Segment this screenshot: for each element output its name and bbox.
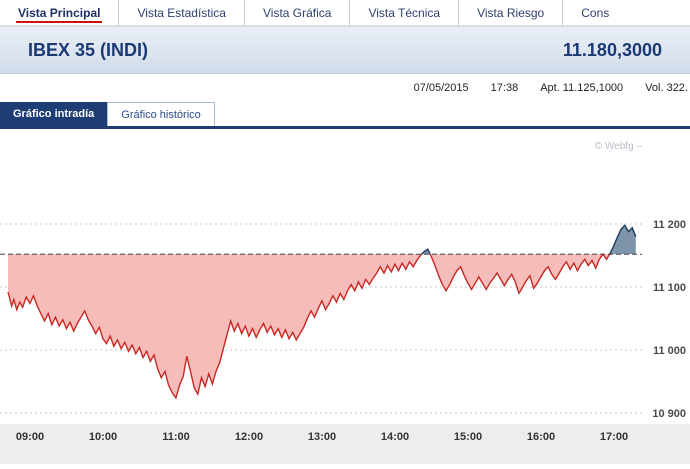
nav-label: Cons bbox=[581, 5, 610, 20]
x-axis-label: 11:00 bbox=[162, 431, 190, 443]
quote-info-bar: 07/05/2015 17:38 Apt. 11.125,1000 Vol. 3… bbox=[0, 74, 690, 102]
nav-label: Vista Estadística bbox=[137, 5, 226, 20]
x-axis-strip bbox=[0, 424, 690, 464]
nav-item-vista-principal[interactable]: Vista Principal bbox=[0, 0, 118, 25]
tab-grafico-historico[interactable]: Gráfico histórico bbox=[107, 102, 215, 126]
instrument-name: IBEX 35 (INDI) bbox=[28, 39, 149, 60]
x-axis-label: 14:00 bbox=[381, 431, 409, 443]
tab-label: Gráfico intradía bbox=[13, 108, 95, 120]
instrument-header: IBEX 35 (INDI) 11.180,3000 bbox=[0, 26, 690, 74]
last-price: 11.180,3000 bbox=[562, 39, 662, 60]
x-axis-label: 09:00 bbox=[16, 431, 44, 443]
nav-item-vista-estadistica[interactable]: Vista Estadística bbox=[118, 0, 244, 25]
nav-item-consenso[interactable]: Cons bbox=[562, 0, 627, 25]
x-axis-label: 13:00 bbox=[308, 431, 336, 443]
nav-item-vista-grafica[interactable]: Vista Gráfica bbox=[243, 0, 349, 25]
y-axis-label: 11 000 bbox=[653, 345, 686, 357]
area-below-reference bbox=[8, 254, 610, 398]
x-axis-label: 16:00 bbox=[527, 431, 555, 443]
tab-label: Gráfico histórico bbox=[121, 108, 201, 121]
y-axis-label: 10 900 bbox=[652, 408, 686, 420]
nav-item-vista-tecnica[interactable]: Vista Técnica bbox=[349, 0, 458, 25]
nav-label: Vista Riesgo bbox=[477, 5, 545, 20]
quote-time: 17:38 bbox=[490, 82, 519, 94]
nav-label: Vista Principal bbox=[18, 5, 101, 20]
tab-grafico-intradia[interactable]: Gráfico intradía bbox=[0, 102, 108, 126]
x-axis-label: 12:00 bbox=[235, 431, 263, 443]
nav-item-vista-riesgo[interactable]: Vista Riesgo bbox=[458, 0, 562, 25]
nav-label: Vista Técnica bbox=[368, 5, 441, 20]
open-price: Apt. 11.125,1000 bbox=[540, 82, 624, 94]
volume: Vol. 322. bbox=[645, 82, 688, 94]
intraday-chart: © Webfg – 11 200 11 100 11 000 10 900 09:00 1… bbox=[0, 129, 690, 464]
y-axis-label: 11 100 bbox=[653, 282, 686, 294]
x-axis-label: 15:00 bbox=[454, 431, 482, 443]
top-navigation: Vista Principal Vista Estadística Vista … bbox=[0, 0, 690, 26]
intraday-chart-svg: 11 200 11 100 11 000 10 900 09:00 10:00 11:00 1… bbox=[0, 219, 690, 464]
x-axis-label: 17:00 bbox=[600, 431, 628, 443]
nav-label: Vista Gráfica bbox=[262, 5, 332, 20]
chart-tab-bar: Gráfico intradía Gráfico histórico bbox=[0, 102, 690, 129]
price-line bbox=[7, 254, 611, 400]
x-axis-label: 10:00 bbox=[89, 431, 117, 443]
y-axis-label: 11 200 bbox=[653, 219, 686, 231]
quote-date: 07/05/2015 bbox=[413, 82, 469, 94]
